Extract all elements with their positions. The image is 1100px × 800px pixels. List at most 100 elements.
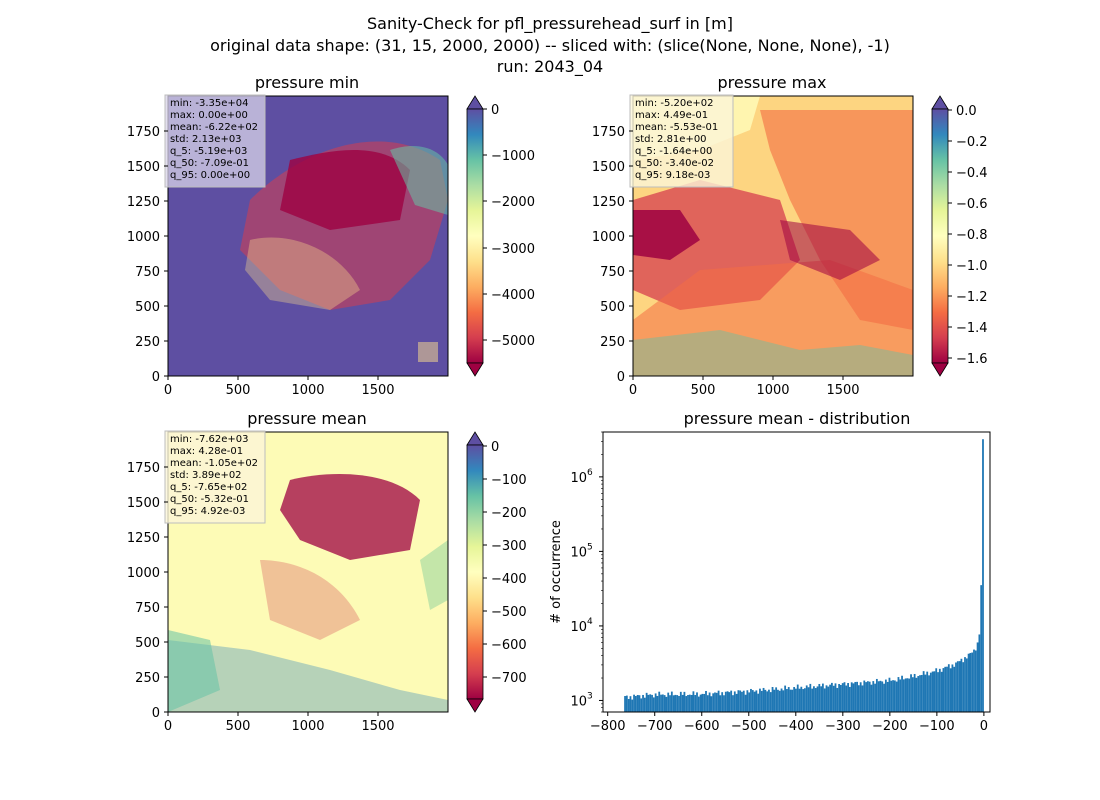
- y-tick-label: 10: [570, 620, 587, 635]
- panel-title: pressure max: [717, 73, 826, 92]
- x-tick-label: −200: [872, 719, 908, 734]
- histogram-bar: [685, 696, 688, 712]
- colorbar-tick-label: −600: [491, 638, 527, 653]
- y-tick-label: 10: [570, 471, 587, 486]
- histogram-bar: [910, 674, 912, 712]
- histogram-bar: [782, 690, 785, 712]
- histogram-bar: [877, 681, 880, 712]
- histogram-bar: [670, 691, 673, 712]
- histogram-bar: [647, 694, 650, 712]
- colorbar-tick-label: −0.4: [956, 166, 988, 181]
- colorbar-tick-label: −0.2: [956, 135, 988, 150]
- histogram-bar: [652, 697, 655, 712]
- y-tick-label: 0: [152, 370, 160, 385]
- histogram-bar: [974, 650, 977, 712]
- histogram-bar: [816, 686, 819, 712]
- colorbar-tick-label: −1.6: [956, 352, 988, 367]
- histogram-bar: [683, 691, 686, 712]
- histogram-bar: [710, 696, 713, 712]
- stats-line: q_5: -1.64e+00: [635, 146, 712, 157]
- figure-title-line-1: Sanity-Check for pfl_pressurehead_surf i…: [367, 14, 733, 34]
- histogram-bar: [976, 642, 979, 712]
- panel-title: pressure mean - distribution: [684, 409, 911, 428]
- histogram-bar: [958, 661, 961, 712]
- panel-pressure-max: pressure max min: -5.20e+02 max: 4.49e-0…: [592, 73, 988, 398]
- histogram-bar: [624, 696, 626, 712]
- histogram-bar: [955, 662, 957, 712]
- y-tick-label: 750: [135, 601, 160, 616]
- histogram-bar: [920, 674, 923, 712]
- histogram-bar: [692, 691, 695, 712]
- figure-title-line-3: run: 2043_04: [497, 57, 603, 77]
- stats-line: q_50: -7.09e-01: [170, 158, 249, 169]
- histogram-frame: [602, 431, 991, 713]
- x-tick-label: 1000: [756, 383, 789, 398]
- x-tick-label: 500: [226, 383, 251, 398]
- histogram-bar: [760, 690, 763, 712]
- histogram-bar: [893, 680, 896, 712]
- histogram-bar: [697, 696, 700, 712]
- histogram-bar: [667, 692, 670, 712]
- x-axis: 0 500 1000 1500: [164, 712, 395, 734]
- histogram-bar: [660, 694, 662, 712]
- histogram-bar: [953, 666, 956, 712]
- y-tick-exponent: 6: [587, 468, 593, 478]
- heatmap-area: [167, 95, 449, 377]
- histogram-bar: [627, 699, 630, 712]
- colorbar-extend-max: [931, 95, 949, 110]
- histogram-bar: [965, 658, 968, 712]
- colorbar-tick-label: −2000: [491, 195, 535, 210]
- histogram-bar: [848, 686, 851, 712]
- histogram-bar: [640, 698, 643, 712]
- histogram-bar: [631, 699, 634, 712]
- histogram-bar: [636, 694, 639, 712]
- colorbar-tick-label: −3000: [491, 242, 535, 257]
- colorbar-tick-label: −700: [491, 671, 527, 686]
- colorbar-tick-label: −0.8: [956, 228, 988, 243]
- histogram-bar: [886, 681, 889, 712]
- histogram-bar: [771, 687, 774, 712]
- histogram-bar: [777, 689, 779, 712]
- histogram-bar: [879, 680, 882, 712]
- stats-line: max: 4.49e-01: [635, 110, 708, 121]
- histogram-bar: [802, 689, 805, 712]
- histogram-bar: [672, 695, 675, 712]
- colorbar-tick-label: 0: [491, 103, 499, 118]
- histogram-bar: [881, 681, 884, 712]
- histogram-bar: [703, 693, 706, 712]
- histogram-bar: [944, 666, 947, 712]
- stats-line: min: -3.35e+04: [170, 98, 249, 109]
- histogram-bar: [973, 649, 975, 712]
- histogram-bar: [679, 691, 682, 712]
- stats-line: max: 0.00e+00: [170, 110, 248, 121]
- histogram-bar: [874, 683, 876, 712]
- histogram-bar: [742, 690, 745, 712]
- histogram-bar: [980, 585, 983, 712]
- histogram-bar: [755, 690, 758, 712]
- stats-line: q_5: -5.19e+03: [170, 146, 247, 157]
- stats-line: mean: -5.53e-01: [635, 122, 718, 133]
- y-tick-label: 250: [135, 671, 160, 686]
- histogram-bar: [962, 662, 965, 712]
- histogram-bar: [739, 690, 742, 712]
- histogram-bar: [705, 690, 707, 712]
- histogram-bar: [928, 675, 930, 712]
- histogram-bar: [728, 692, 731, 712]
- histogram-bar: [884, 679, 887, 712]
- y-axis-label: # of occurrence: [549, 520, 564, 624]
- y-tick-label: 1750: [127, 125, 160, 140]
- x-tick-label: 1000: [291, 383, 324, 398]
- histogram-bar: [638, 695, 641, 712]
- y-tick-label: 1000: [127, 230, 160, 245]
- stats-line: q_95: 0.00e+00: [170, 170, 250, 181]
- figure-title: Sanity-Check for pfl_pressurehead_surf i…: [210, 14, 890, 77]
- histogram-bar: [634, 696, 637, 712]
- histogram-bar: [778, 690, 781, 712]
- histogram-bar: [863, 680, 866, 712]
- histogram-bar: [870, 684, 873, 712]
- histogram-bar: [951, 664, 954, 712]
- histogram-bar: [834, 683, 837, 712]
- y-tick-label: 1500: [127, 160, 160, 175]
